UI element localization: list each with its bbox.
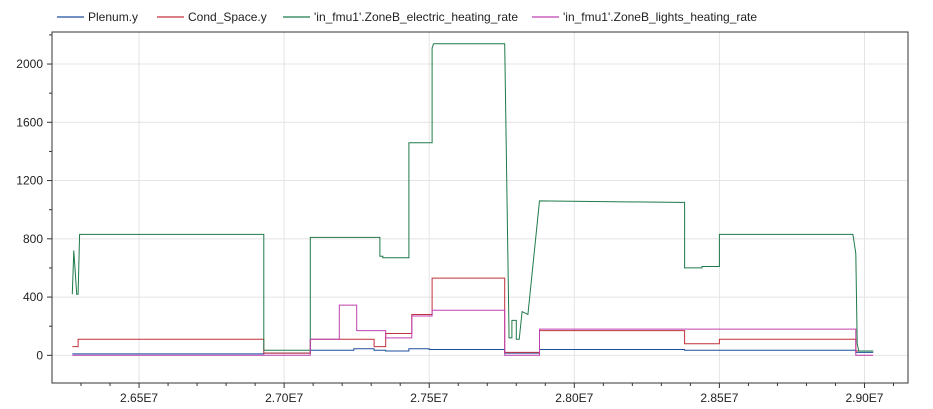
y-tick-label: 0	[36, 348, 43, 362]
x-tick-label: 2.85E7	[700, 391, 738, 405]
x-tick-label: 2.80E7	[555, 391, 593, 405]
legend-label-1: Cond_Space.y	[188, 10, 267, 24]
x-tick-label: 2.90E7	[845, 391, 883, 405]
legend-label-2: 'in_fmu1'.ZoneB_electric_heating_rate	[314, 10, 518, 24]
x-tick-label: 2.70E7	[265, 391, 303, 405]
y-tick-label: 400	[23, 290, 43, 304]
y-tick-label: 2000	[16, 57, 43, 71]
y-tick-label: 1600	[16, 115, 43, 129]
y-tick-label: 1200	[16, 174, 43, 188]
series-layer	[71, 43, 874, 356]
x-axis: 2.65E7 2.70E7 2.75E7 2.80E7 2.85E7 2.90E7	[80, 383, 894, 405]
chart-legend: Plenum.y Cond_Space.y 'in_fmu1'.ZoneB_elec…	[57, 10, 757, 24]
series-line-3	[72, 304, 874, 356]
legend-label-0: Plenum.y	[88, 10, 138, 24]
y-tick-label: 800	[23, 232, 43, 246]
grid-lines	[52, 32, 908, 383]
legend-label-3: 'in_fmu1'.ZoneB_lights_heating_rate	[563, 10, 757, 24]
y-axis: 0 400 800 1200 1600 2000	[16, 34, 52, 362]
x-tick-label: 2.75E7	[410, 391, 448, 405]
x-tick-label: 2.65E7	[120, 391, 158, 405]
series-line-2	[71, 43, 874, 352]
series-line-1	[72, 277, 874, 354]
series-line-0	[72, 348, 874, 355]
plot-frame	[51, 31, 909, 384]
